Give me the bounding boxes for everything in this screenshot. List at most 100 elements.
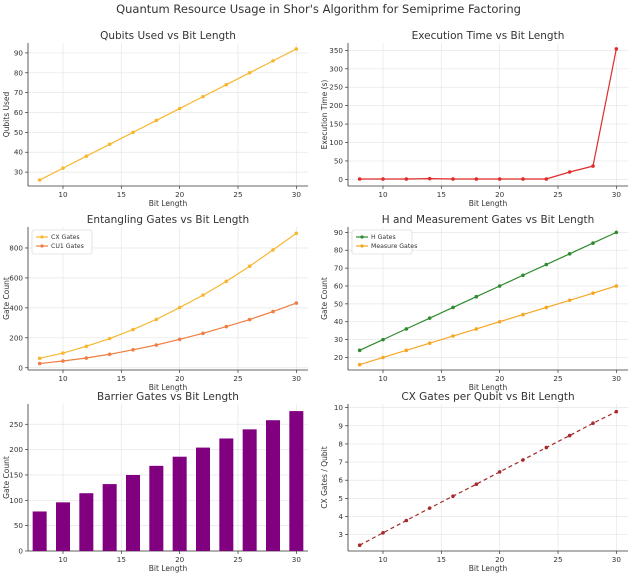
x-tick-label: 30 — [292, 374, 302, 383]
data-point — [497, 177, 502, 181]
x-tick-label: 20 — [495, 555, 505, 564]
legend: H Gates Measure Gates — [351, 229, 417, 255]
data-point — [271, 309, 275, 314]
data-point — [544, 305, 549, 310]
data-point — [451, 177, 455, 181]
x-tick-label: 30 — [292, 190, 302, 199]
chart-hmeas: 10 15 20 25 30 20 30 40 50 60 70 80 90 H and Measurem… — [320, 214, 628, 392]
data-point — [521, 273, 525, 278]
bar — [242, 429, 257, 551]
y-axis-label: CX Gates / Qubit — [320, 446, 329, 508]
data-point — [61, 351, 65, 355]
series-line — [359, 411, 617, 546]
y-tick-label: 60 — [334, 281, 344, 290]
x-tick-label: 20 — [175, 374, 185, 383]
x-tick-label: 10 — [58, 374, 68, 383]
y-tick-label: 0 — [338, 175, 343, 184]
y-tick-label: 400 — [9, 303, 23, 312]
x-axis-label: Bit Length — [469, 383, 508, 392]
x-tick-label: 25 — [553, 190, 562, 199]
series-line — [39, 232, 297, 359]
data-point — [404, 327, 409, 331]
data-point — [177, 106, 182, 111]
legend-label: CU1 Gates — [51, 243, 84, 250]
data-point — [567, 170, 572, 174]
x-tick-label: 15 — [437, 190, 446, 199]
x-tick-label: 15 — [117, 555, 126, 564]
y-tick-label: 350 — [329, 46, 343, 55]
data-point — [381, 531, 385, 535]
y-tick-label: 4 — [338, 512, 343, 521]
x-tick-label: 15 — [117, 190, 126, 199]
chart-title: Qubits Used vs Bit Length — [100, 30, 236, 42]
y-tick-label: 200 — [329, 101, 343, 110]
y-tick-label: 250 — [9, 420, 23, 429]
legend-box — [351, 229, 413, 255]
data-point — [544, 177, 549, 181]
data-point — [544, 262, 549, 267]
data-point — [294, 47, 299, 51]
data-point — [201, 94, 205, 99]
data-point — [84, 154, 89, 159]
data-point — [37, 178, 42, 182]
data-point — [614, 230, 619, 235]
y-axis-label: Qubits Used — [2, 92, 11, 138]
bar — [102, 484, 117, 551]
data-point — [247, 70, 252, 75]
data-point — [357, 177, 362, 181]
y-tick-label: 50 — [14, 128, 24, 137]
data-point — [177, 305, 182, 310]
x-tick-label: 10 — [58, 190, 68, 199]
x-tick-label: 25 — [553, 374, 562, 383]
y-tick-label: 40 — [334, 317, 344, 326]
x-axis-label: Bit Length — [149, 383, 188, 392]
chart-title: H and Measurement Gates vs Bit Length — [382, 214, 595, 226]
data-point — [154, 118, 159, 123]
data-point — [131, 347, 135, 352]
y-tick-label: 80 — [334, 246, 344, 255]
bar — [126, 474, 140, 551]
x-tick-label: 20 — [495, 374, 505, 383]
data-point — [544, 445, 549, 450]
legend-label: Measure Gates — [371, 243, 417, 250]
data-point — [591, 241, 595, 245]
data-point — [567, 252, 572, 256]
chart-title: Entangling Gates vs Bit Length — [87, 214, 249, 226]
x-tick-label: 20 — [175, 555, 185, 564]
data-point — [614, 47, 619, 51]
series-line — [39, 48, 297, 181]
data-point — [497, 319, 502, 324]
x-tick-label: 25 — [233, 555, 242, 564]
data-point — [451, 334, 455, 338]
data-point — [404, 177, 409, 181]
series-line — [359, 48, 617, 180]
x-tick-label: 15 — [437, 555, 446, 564]
data-point — [521, 458, 525, 462]
x-tick-label: 10 — [58, 555, 68, 564]
chart-barrier: 10 15 20 25 30 0 50 100 150 200 250 Barrier Gates v… — [2, 391, 308, 573]
data-point — [427, 506, 432, 510]
data-point — [614, 409, 619, 414]
data-point — [271, 248, 275, 252]
data-point — [201, 331, 205, 336]
data-point — [37, 356, 42, 361]
data-point — [591, 291, 595, 295]
x-tick-label: 25 — [553, 555, 562, 564]
x-tick-label: 10 — [378, 374, 388, 383]
y-tick-label: 250 — [329, 83, 343, 92]
data-point — [357, 543, 362, 547]
legend-marker — [40, 235, 44, 239]
bar — [172, 456, 187, 551]
data-point — [451, 494, 455, 498]
y-tick-label: 150 — [9, 470, 23, 479]
x-tick-label: 25 — [233, 190, 242, 199]
chart-title: Execution Time vs Bit Length — [412, 30, 565, 42]
x-axis-label: Bit Length — [469, 564, 508, 573]
data-point — [107, 336, 112, 341]
x-tick-label: 30 — [292, 555, 302, 564]
data-point — [294, 301, 299, 305]
x-axis-label: Bit Length — [469, 199, 508, 208]
bar — [289, 411, 304, 551]
data-point — [427, 316, 432, 320]
bar — [196, 447, 210, 551]
